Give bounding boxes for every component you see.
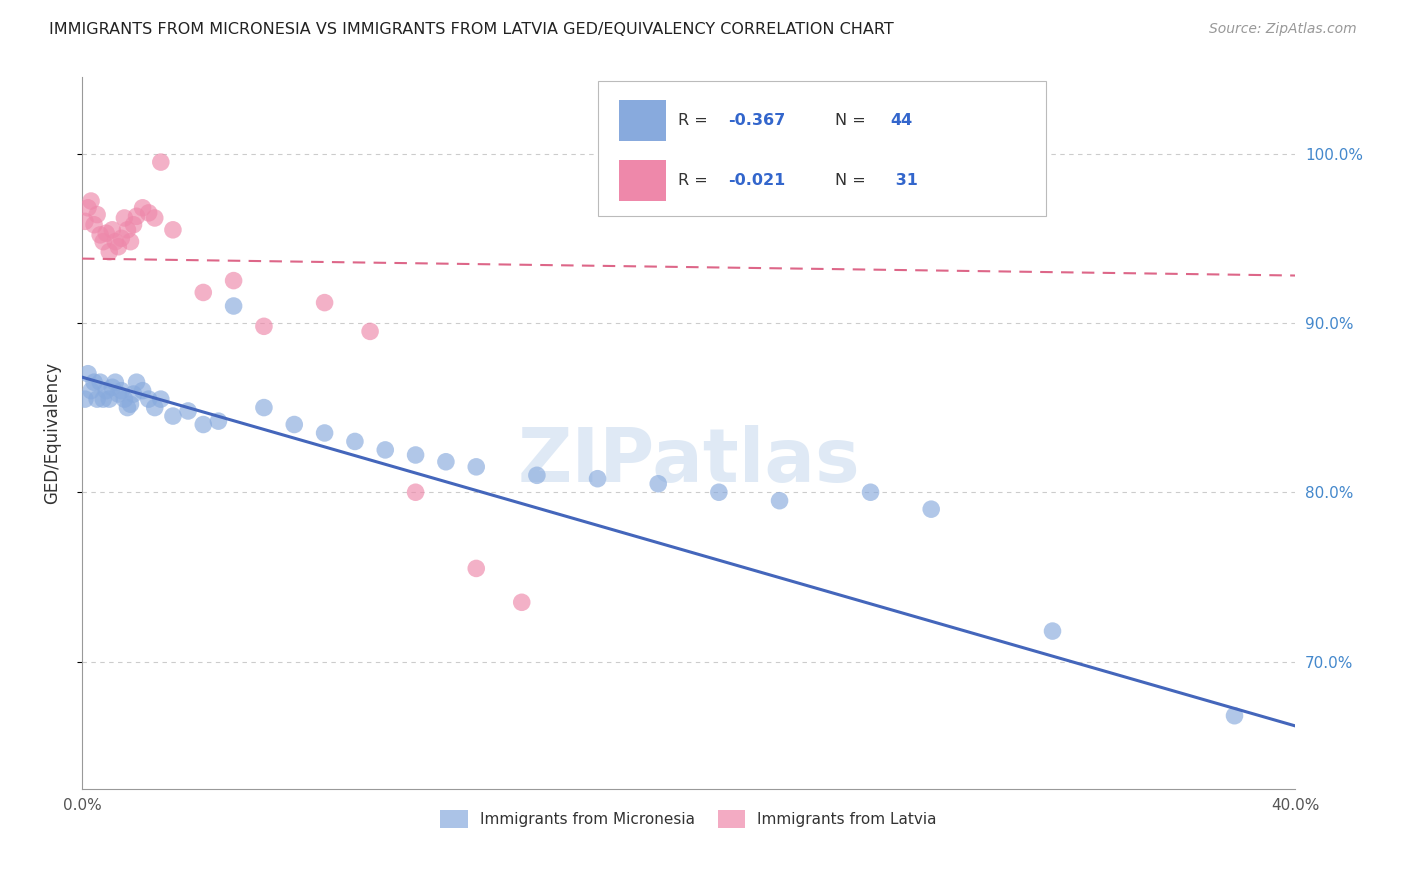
Point	[253, 319, 276, 334]
Point	[80, 384, 103, 398]
FancyBboxPatch shape	[620, 100, 665, 141]
Point	[222, 274, 245, 288]
Point	[120, 397, 142, 411]
Point	[117, 223, 139, 237]
Point	[89, 227, 111, 242]
Point	[112, 211, 135, 225]
Point	[359, 325, 381, 339]
Point	[131, 384, 153, 398]
Point	[149, 155, 172, 169]
Point	[768, 493, 790, 508]
Point	[405, 448, 427, 462]
Point	[91, 392, 114, 406]
Point	[122, 387, 145, 401]
Point	[110, 384, 132, 398]
Point	[526, 468, 548, 483]
Point	[374, 442, 396, 457]
Point	[73, 392, 96, 406]
Point	[1223, 708, 1246, 723]
Point	[314, 425, 336, 440]
Text: ZIPatlas: ZIPatlas	[517, 425, 860, 498]
Point	[162, 409, 184, 423]
Point	[80, 194, 103, 208]
FancyBboxPatch shape	[598, 81, 1046, 216]
Point	[96, 384, 118, 398]
Point	[143, 211, 166, 225]
Text: Source: ZipAtlas.com: Source: ZipAtlas.com	[1209, 22, 1357, 37]
Text: 44: 44	[890, 113, 912, 128]
Point	[193, 285, 215, 300]
Point	[77, 367, 100, 381]
Point	[117, 401, 139, 415]
Point	[73, 214, 96, 228]
Point	[86, 392, 108, 406]
Point	[101, 380, 124, 394]
Text: R =: R =	[678, 173, 713, 188]
Point	[465, 459, 488, 474]
Point	[707, 485, 730, 500]
Point	[859, 485, 882, 500]
Point	[104, 375, 127, 389]
Point	[107, 240, 129, 254]
Text: IMMIGRANTS FROM MICRONESIA VS IMMIGRANTS FROM LATVIA GED/EQUIVALENCY CORRELATION: IMMIGRANTS FROM MICRONESIA VS IMMIGRANTS…	[49, 22, 894, 37]
Point	[83, 375, 105, 389]
Point	[98, 392, 121, 406]
Text: -0.367: -0.367	[728, 113, 786, 128]
Legend: Immigrants from Micronesia, Immigrants from Latvia: Immigrants from Micronesia, Immigrants f…	[434, 805, 943, 834]
Point	[647, 476, 669, 491]
Point	[405, 485, 427, 500]
Point	[91, 235, 114, 249]
Point	[104, 235, 127, 249]
Text: N =: N =	[835, 113, 872, 128]
Point	[83, 218, 105, 232]
Point	[253, 401, 276, 415]
Point	[283, 417, 305, 432]
Point	[107, 387, 129, 401]
Y-axis label: GED/Equivalency: GED/Equivalency	[44, 362, 60, 504]
Point	[125, 209, 148, 223]
Text: -0.021: -0.021	[728, 173, 786, 188]
Point	[89, 375, 111, 389]
Point	[162, 223, 184, 237]
Text: 31: 31	[890, 173, 918, 188]
Point	[510, 595, 533, 609]
Point	[131, 201, 153, 215]
Point	[138, 392, 160, 406]
Text: N =: N =	[835, 173, 872, 188]
Point	[314, 295, 336, 310]
Point	[149, 392, 172, 406]
Point	[143, 401, 166, 415]
Text: R =: R =	[678, 113, 713, 128]
Point	[110, 231, 132, 245]
Point	[86, 208, 108, 222]
Point	[465, 561, 488, 575]
Point	[101, 223, 124, 237]
FancyBboxPatch shape	[620, 160, 665, 202]
Point	[125, 375, 148, 389]
Point	[138, 206, 160, 220]
Point	[207, 414, 229, 428]
Point	[193, 417, 215, 432]
Point	[434, 455, 457, 469]
Point	[920, 502, 942, 516]
Point	[112, 392, 135, 406]
Point	[96, 226, 118, 240]
Point	[120, 235, 142, 249]
Point	[177, 404, 200, 418]
Point	[586, 472, 609, 486]
Point	[343, 434, 366, 449]
Point	[222, 299, 245, 313]
Point	[98, 244, 121, 259]
Point	[122, 218, 145, 232]
Point	[77, 201, 100, 215]
Point	[1042, 624, 1064, 638]
